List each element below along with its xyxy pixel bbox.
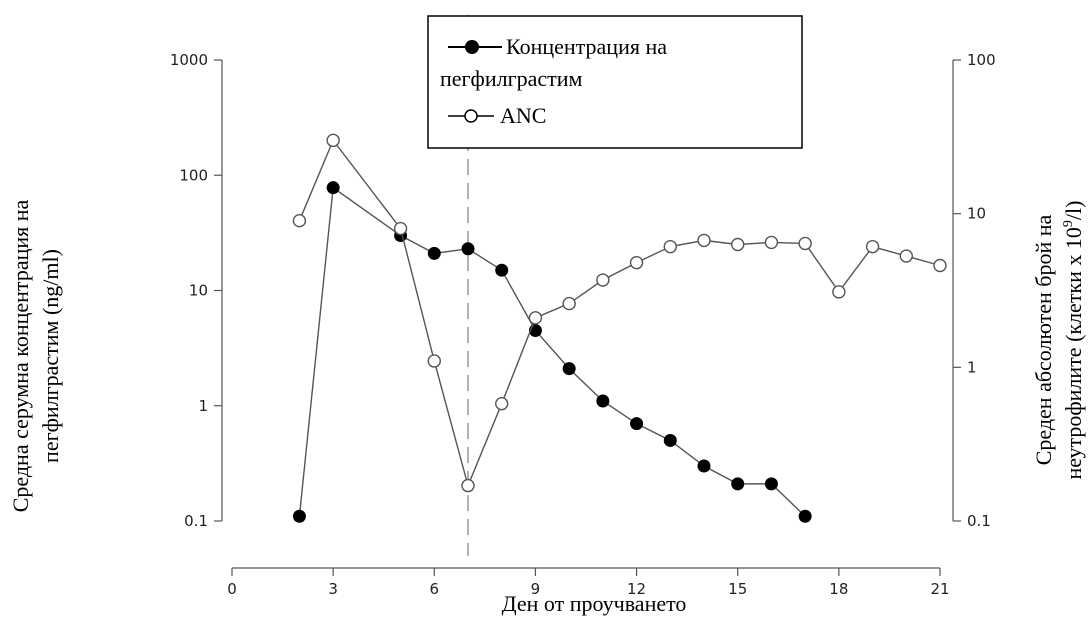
data-point-open (629, 255, 644, 270)
x-tick-label: 18 (829, 580, 848, 598)
data-point-open (832, 285, 846, 299)
data-point-open (326, 133, 340, 148)
data-point-open (731, 237, 745, 252)
right-y-axis-label-superscript: 9 (1061, 220, 1076, 227)
data-point-filled (764, 477, 778, 491)
data-point-filled (731, 477, 745, 491)
data-point-filled (596, 394, 610, 408)
right-y-axis-label-line-1: Среден абсолютен брой на (1031, 214, 1056, 465)
left-y-tick-label: 1 (198, 397, 208, 415)
x-tick-label: 21 (930, 580, 949, 598)
legend-filled-marker (465, 40, 479, 54)
data-point-open (528, 311, 543, 325)
legend-entry-pegfilgrastim: Концентрация на пегфилграстим (440, 34, 667, 91)
data-point-open (697, 233, 711, 248)
series-pegfilgrastim (292, 181, 812, 523)
data-point-filled (292, 509, 306, 523)
x-tick-label: 15 (728, 580, 747, 598)
data-point-filled (562, 362, 576, 376)
legend-entry-anc: ANC (448, 103, 546, 128)
data-point-filled (697, 459, 711, 473)
right-y-axis-label-unit: /l) (1061, 201, 1086, 221)
x-tick-label: 0 (227, 580, 237, 598)
x-tick-label: 12 (627, 580, 646, 598)
data-point-open (933, 258, 947, 273)
x-axis-label: Ден от проучването (502, 591, 687, 616)
x-tick-label: 6 (430, 580, 440, 598)
left-y-tick-label: 0.1 (184, 512, 208, 530)
right-y-axis-label-line-2: неутрофилите (клетки x 109/l) (1061, 201, 1086, 480)
data-point-filled (630, 417, 644, 431)
data-point-filled (663, 433, 677, 447)
legend-open-marker (464, 109, 478, 123)
data-point-open (865, 239, 880, 254)
series-layer (292, 133, 947, 523)
right-y-axis-label-main: неутрофилите (клетки x 10 (1061, 227, 1086, 479)
legend-label-pegfilgrastim-line-1: Концентрация на (506, 34, 667, 59)
data-point-open (899, 249, 913, 263)
x-tick-label: 9 (531, 580, 541, 598)
data-point-filled (461, 242, 475, 256)
legend: Концентрация на пегфилграстим ANC (427, 15, 803, 149)
data-point-open (393, 221, 408, 236)
right-y-tick-label: 0.1 (967, 512, 991, 530)
data-point-open (798, 236, 812, 251)
data-point-open (562, 296, 576, 311)
x-tick-label: 3 (328, 580, 338, 598)
data-point-open (292, 213, 307, 228)
right-y-axis-label: Среден абсолютен брой на неутрофилите (к… (1031, 201, 1086, 480)
left-y-tick-label: 100 (179, 166, 208, 184)
legend-label-pegfilgrastim-line-2: пегфилграстим (440, 66, 583, 91)
data-point-filled (326, 181, 340, 195)
data-point-filled (427, 246, 441, 260)
data-point-filled (495, 263, 509, 277)
data-point-open (427, 354, 441, 368)
left-y-axis-label-line-1: Средна серумна концентрация на (8, 199, 33, 512)
right-y-tick-label: 1 (967, 358, 977, 376)
data-point-open (663, 239, 677, 254)
left-y-tick-label: 10 (189, 282, 208, 300)
left-y-axis-label-line-2: пегфилграстим (ng/ml) (38, 249, 63, 463)
data-point-open (461, 478, 475, 493)
data-point-filled (798, 509, 812, 523)
right-y-tick-label: 100 (967, 51, 996, 69)
legend-box (427, 15, 803, 149)
data-point-open (596, 273, 610, 287)
series-anc (292, 133, 947, 493)
right-y-tick-label: 10 (967, 205, 986, 223)
left-y-tick-label: 1000 (170, 51, 208, 69)
data-point-open (495, 396, 509, 411)
legend-label-anc: ANC (500, 103, 546, 128)
series-line (298, 138, 941, 488)
series-line (298, 186, 806, 517)
left-y-axis-label: Средна серумна концентрация на пегфилгра… (8, 199, 63, 512)
data-point-open (764, 235, 779, 250)
